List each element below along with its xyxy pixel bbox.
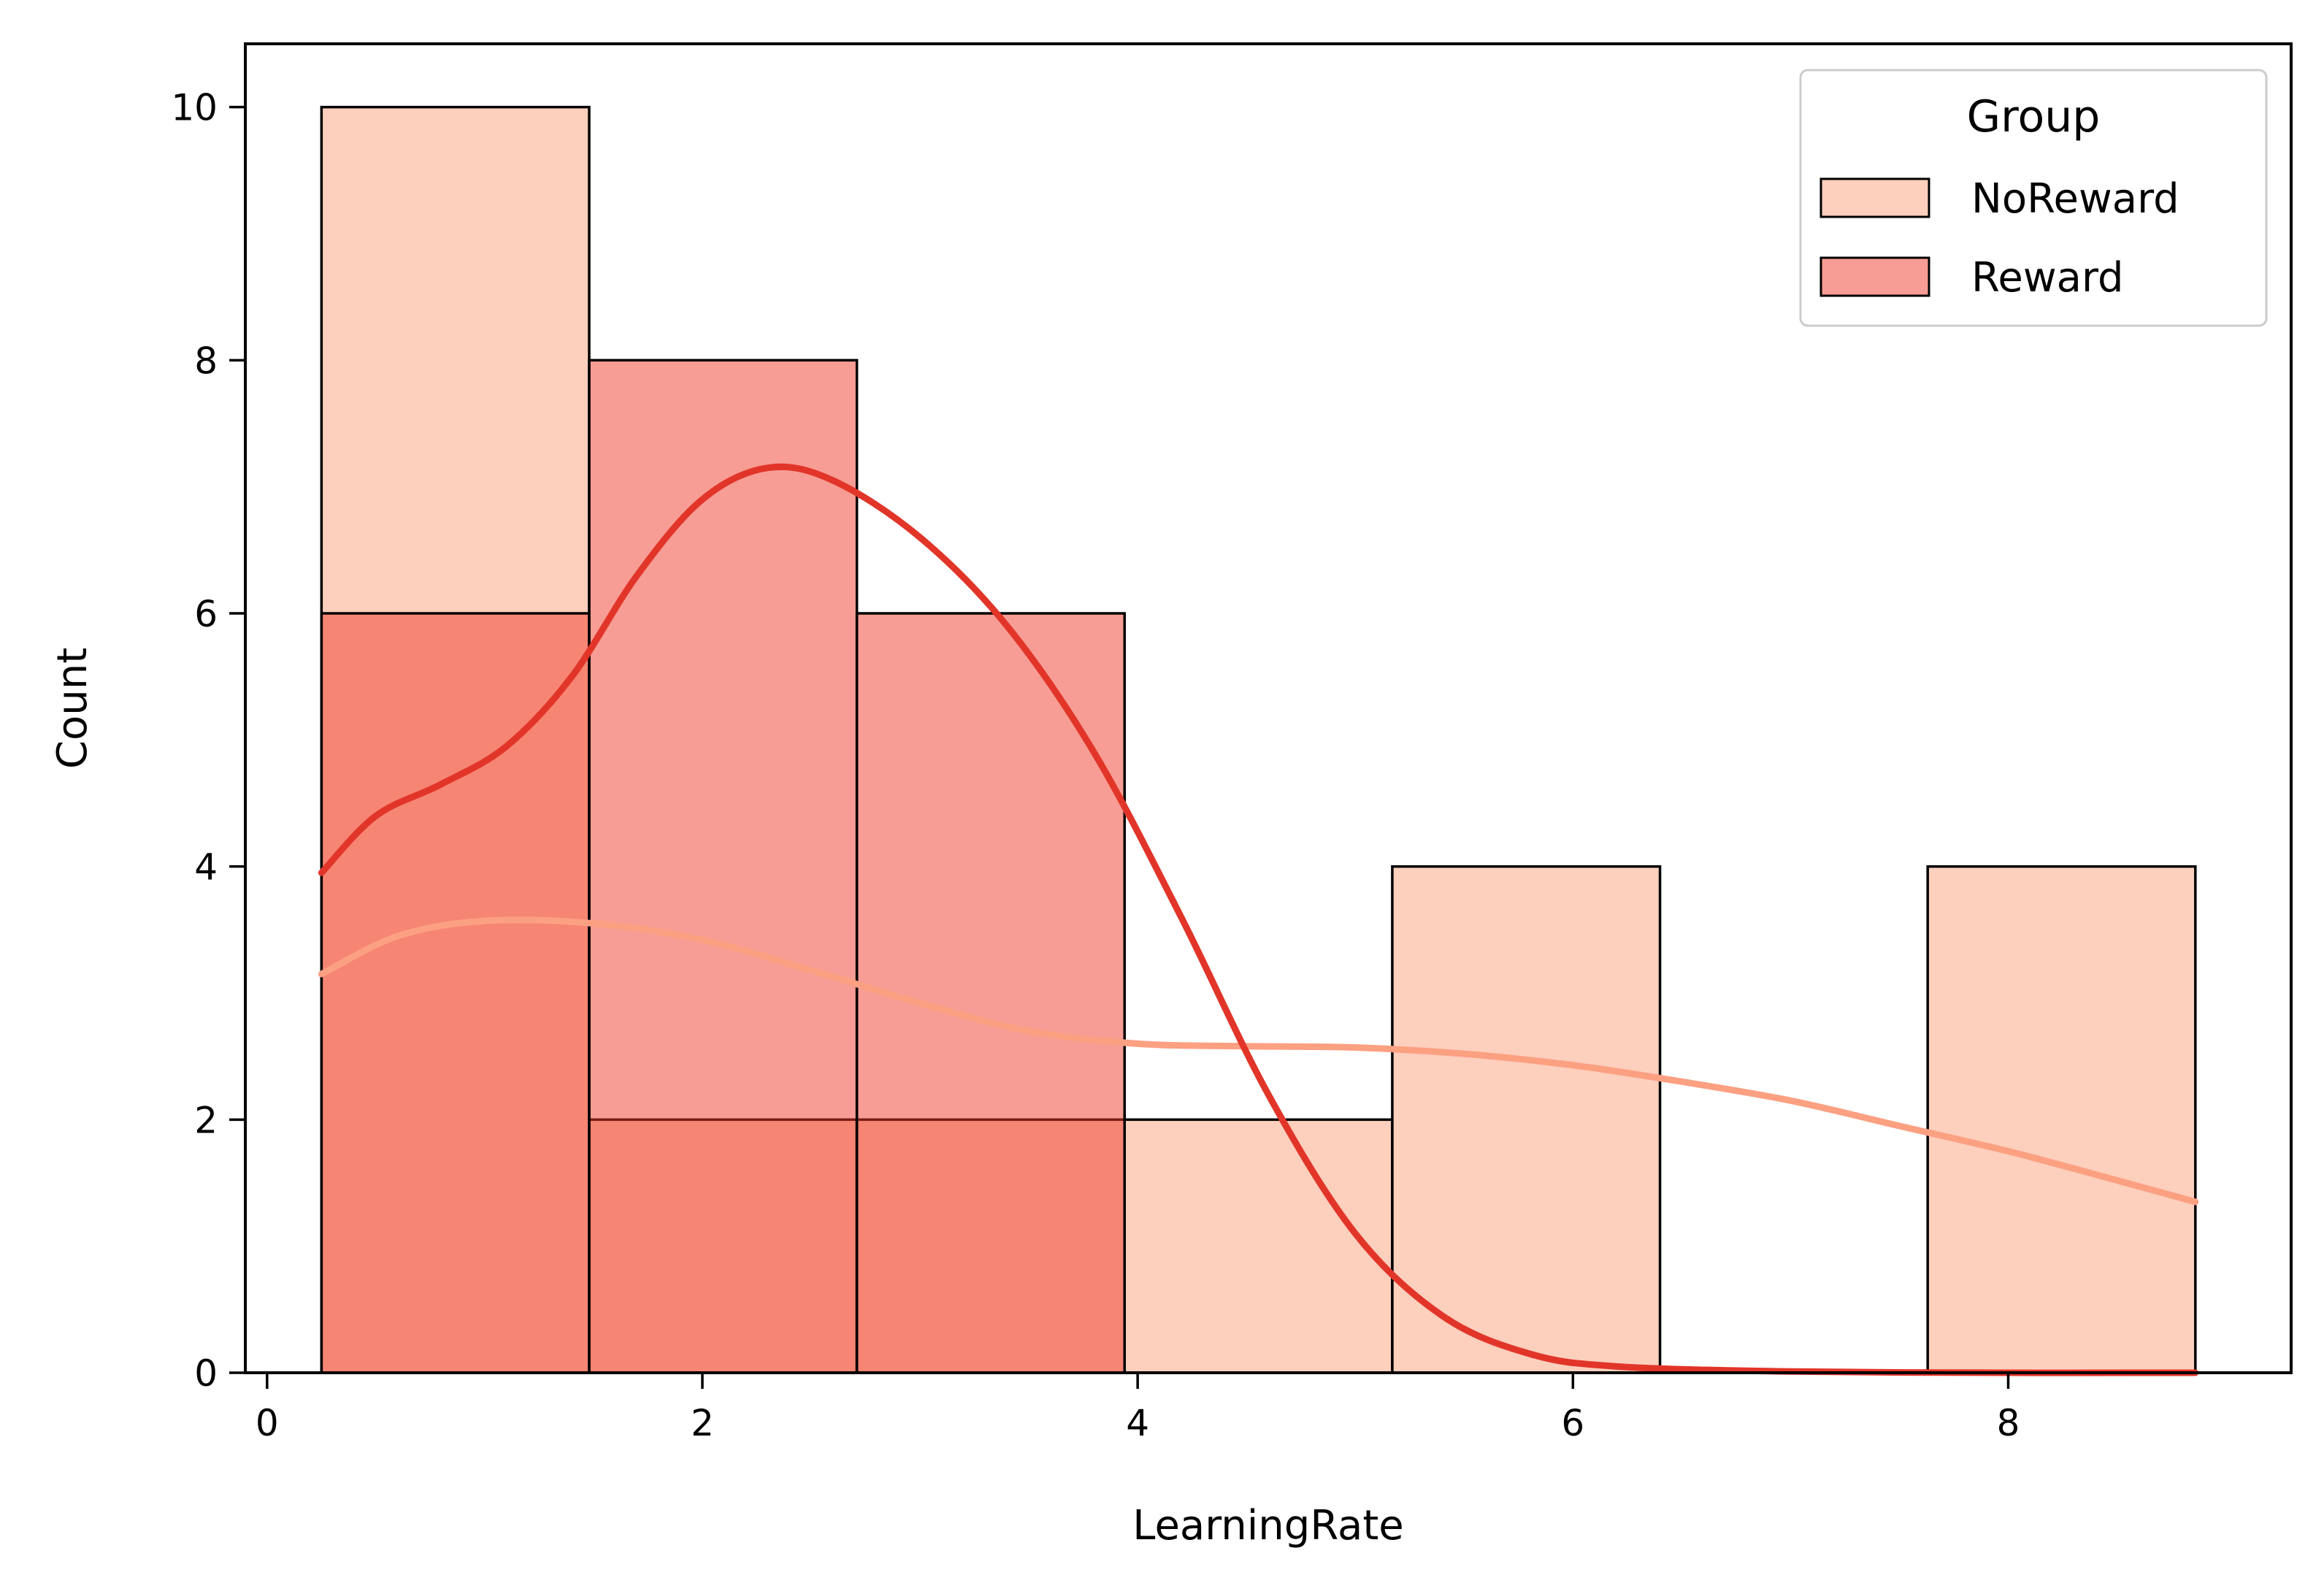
kde-lines	[318, 463, 2199, 1376]
x-tick-label: 8	[1997, 1402, 2020, 1444]
legend-label-noreward: NoReward	[1971, 175, 2179, 223]
legend-swatch-reward	[1819, 256, 1930, 297]
x-tick-label: 4	[1126, 1402, 1149, 1444]
kde-line-reward	[318, 463, 2199, 1376]
y-tick-label: 0	[194, 1352, 218, 1395]
legend-label-reward: Reward	[1971, 254, 2124, 302]
y-tick-label: 6	[194, 593, 218, 635]
x-tick-label: 6	[1561, 1402, 1584, 1444]
y-tick-label: 4	[194, 846, 218, 889]
bar-noreward-3	[1123, 1118, 1394, 1374]
y-axis-ticks: 0 2 4 6 8 10	[171, 87, 245, 1395]
bar-noreward-6	[1926, 865, 2197, 1374]
plot-frame	[244, 42, 2293, 1374]
bar-reward-1	[588, 359, 859, 1374]
y-tick-label: 10	[171, 87, 218, 129]
bar-reward-2	[855, 612, 1127, 1374]
x-tick-label: 2	[691, 1402, 714, 1444]
y-axis-label: Count	[49, 648, 96, 769]
reward-bars	[320, 359, 1127, 1374]
y-tick-label: 2	[194, 1099, 218, 1141]
bar-noreward-4	[1391, 865, 1662, 1374]
bar-reward-0	[320, 612, 591, 1374]
legend-swatch-noreward	[1819, 177, 1930, 218]
x-tick-label: 0	[256, 1402, 279, 1444]
y-tick-label: 8	[194, 340, 218, 382]
x-axis-ticks: 0 2 4 6 8	[256, 1373, 2020, 1444]
x-axis-label: LearningRate	[1132, 1502, 1404, 1549]
legend-title: Group	[1967, 91, 2101, 142]
legend: Group NoReward Reward	[1799, 69, 2268, 327]
